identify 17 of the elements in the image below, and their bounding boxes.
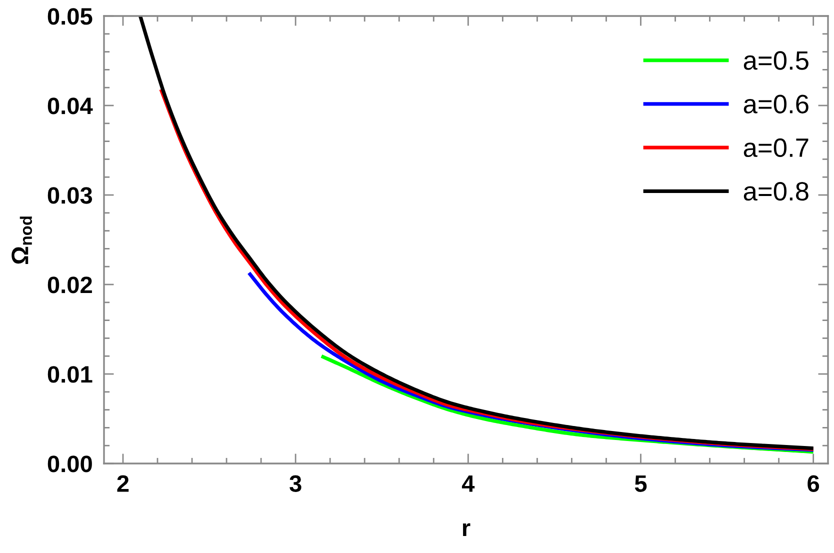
y-tick-label: 0.03	[48, 187, 92, 204]
legend-label: a=0.6	[744, 94, 808, 114]
x-tick-label: 3	[290, 475, 302, 492]
y-axis-title: Ω$_{nod}$	[12, 216, 32, 264]
x-tick-label: 4	[462, 475, 475, 492]
x-axis-title: r	[462, 523, 470, 536]
x-tick-label: 6	[808, 475, 820, 492]
legend-label: a=0.5	[744, 51, 808, 70]
y-tick-label: 0.04	[48, 98, 93, 114]
y-tick-label: 0.01	[48, 366, 92, 383]
x-tick-label: 5	[634, 475, 647, 492]
y-tick-label: 0.02	[48, 276, 92, 294]
x-tick-label: 2	[117, 475, 129, 492]
legend-label: a=0.7	[744, 138, 808, 158]
legend-label: a=0.8	[744, 182, 808, 201]
y-tick-label: 0.05	[48, 8, 92, 25]
y-tick-label: 0.00	[48, 456, 92, 472]
